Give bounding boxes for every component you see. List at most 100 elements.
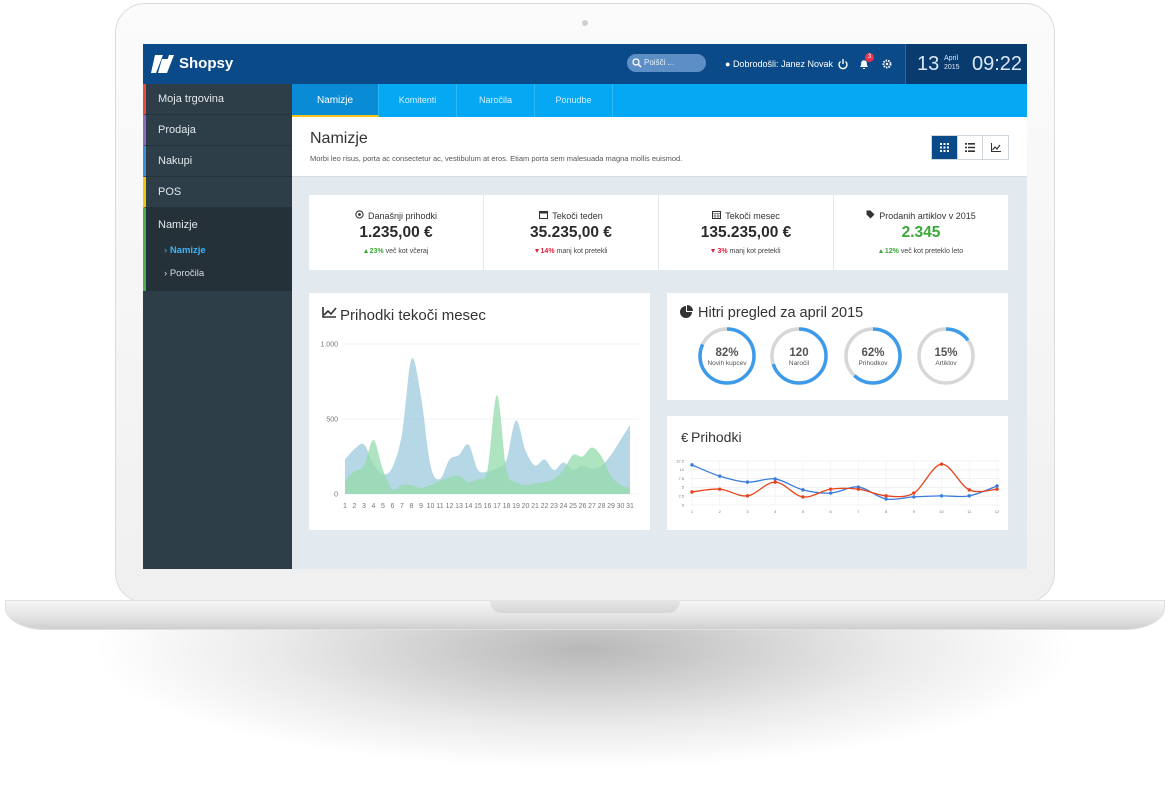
welcome[interactable]: ● Dobrodošli: Janez Novak [725, 59, 834, 69]
x-tick-label: 11 [967, 509, 972, 514]
logo [151, 55, 174, 73]
y-tick-label: 0 [682, 502, 685, 507]
gauge-name: Naročil [789, 360, 810, 367]
x-tick-label: 5 [802, 509, 805, 514]
x-tick-label: 3 [362, 503, 366, 510]
x-tick-label: 2 [353, 503, 357, 510]
x-tick-label: 2 [719, 509, 722, 514]
point [745, 494, 750, 498]
stat-change: 12% [884, 248, 899, 255]
x-tick-label: 28 [598, 503, 606, 510]
x-tick-label: 12 [995, 509, 1000, 514]
x-tick-label: 6 [830, 509, 833, 514]
point [967, 494, 971, 498]
point [718, 487, 722, 491]
chart-view-button[interactable] [983, 136, 1008, 159]
y-tick-label: 7.5 [678, 476, 684, 481]
tab[interactable]: Ponudbe [535, 84, 613, 117]
submenu-label: Namizje [169, 245, 206, 256]
year: 2015 [944, 64, 960, 71]
x-tick-label: 30 [617, 503, 625, 510]
search-icon [632, 58, 642, 68]
tab[interactable]: Namizje [292, 84, 379, 117]
x-tick-label: 1 [691, 509, 694, 514]
stat-value: 135.235,00 € [700, 224, 792, 241]
submenu-item[interactable]: › Poročila [146, 262, 292, 285]
x-tick-label: 1 [343, 503, 347, 510]
x-tick-label: 9 [913, 509, 916, 514]
stat-label-row: Današnji prihodki [309, 210, 483, 221]
x-tick-label: 31 [626, 503, 634, 510]
x-tick-label: 24 [560, 503, 568, 510]
stat-value: 1.235,00 € [359, 224, 433, 241]
stat-change: 23% [369, 248, 384, 255]
menu-item[interactable]: Nakupi [143, 146, 292, 177]
menu-item[interactable]: POS [143, 177, 292, 208]
x-tick-label: 3 [746, 509, 749, 514]
tab[interactable]: Komitenti [379, 84, 457, 117]
page-subtitle: Morbi leo risus, porta ac consectetur ac… [310, 154, 683, 163]
stat-label-row: Tekoči mesec [659, 210, 833, 221]
submenu-item[interactable]: › Namizje [146, 239, 292, 262]
stat-icon [866, 210, 875, 219]
notch [490, 600, 680, 613]
gear-icon[interactable] [881, 58, 893, 70]
point [690, 490, 694, 494]
notification-badge: 3 [865, 53, 874, 62]
point [801, 495, 805, 499]
sidebar: Moja trgovina Prodaja Nakupi POS Namizje › Na… [143, 84, 292, 569]
trend-arrow [363, 249, 368, 253]
stat-label: Tekoči teden [552, 211, 603, 221]
grid-view-button[interactable] [932, 136, 958, 159]
menu-group: POS [143, 177, 292, 208]
stat: Tekoči teden 35.235,00 € 14% manj kot pret… [484, 195, 659, 270]
chevron: › [164, 245, 170, 256]
point [884, 494, 888, 498]
x-tick-label: 13 [455, 503, 463, 510]
x-tick-label: 16 [484, 503, 492, 510]
stat-change-row: 3% manj kot pretekli [659, 248, 833, 255]
point [856, 487, 861, 491]
menu-group: Namizje › Namizje › Poročila [143, 208, 292, 291]
bell-icon[interactable] [858, 58, 870, 70]
stat-value: 2.345 [901, 224, 941, 241]
tab[interactable]: Naročila [457, 84, 535, 117]
point [745, 480, 750, 484]
menu-item[interactable]: Moja trgovina [143, 84, 292, 115]
stat-label-row: Tekoči teden [484, 210, 658, 221]
stat-label-row: Prodanih artiklov v 2015 [834, 210, 1008, 221]
list-view-button[interactable] [958, 136, 984, 159]
title-icon: € [681, 430, 689, 445]
trend-arrow [534, 249, 539, 253]
x-tick-label: 21 [531, 503, 539, 510]
stat-change-row: 14% manj kot pretekli [484, 248, 658, 255]
top-bar: Shopsy Poišči ... ● Dobrodošli: Janez No… [143, 44, 1027, 84]
x-tick-label: 10 [427, 503, 435, 510]
welcome-label: Dobrodošli: [732, 59, 779, 69]
line [691, 464, 998, 501]
x-tick-label: 25 [569, 503, 577, 510]
gauge-name: Prihodkov [859, 360, 889, 367]
power-icon[interactable] [837, 58, 849, 70]
search[interactable]: Poišči ... [627, 54, 706, 72]
search-placeholder: Poišči ... [644, 58, 675, 67]
menu-item[interactable]: Prodaja [143, 115, 292, 146]
gauge-value: 82% [715, 347, 738, 359]
time: 09:22 [972, 53, 1023, 75]
x-tick-label: 4 [372, 503, 376, 510]
area [345, 395, 630, 494]
quick-view-title: Hitri pregled za april 2015 [698, 305, 863, 321]
y-tick-label: 10 [680, 467, 685, 472]
x-tick-label: 23 [550, 503, 558, 510]
point [912, 491, 916, 495]
stat-note: več kot preteklo leto [900, 248, 964, 255]
stat-icon [539, 211, 549, 219]
x-tick-label: 26 [579, 503, 587, 510]
y-tick-label: 0 [334, 491, 338, 498]
x-tick-label: 9 [419, 503, 423, 510]
menu-item[interactable]: Namizje [158, 219, 198, 231]
y-tick-label: 2.5 [678, 494, 684, 499]
point [801, 488, 805, 492]
chart-title: Prihodki [691, 429, 742, 445]
